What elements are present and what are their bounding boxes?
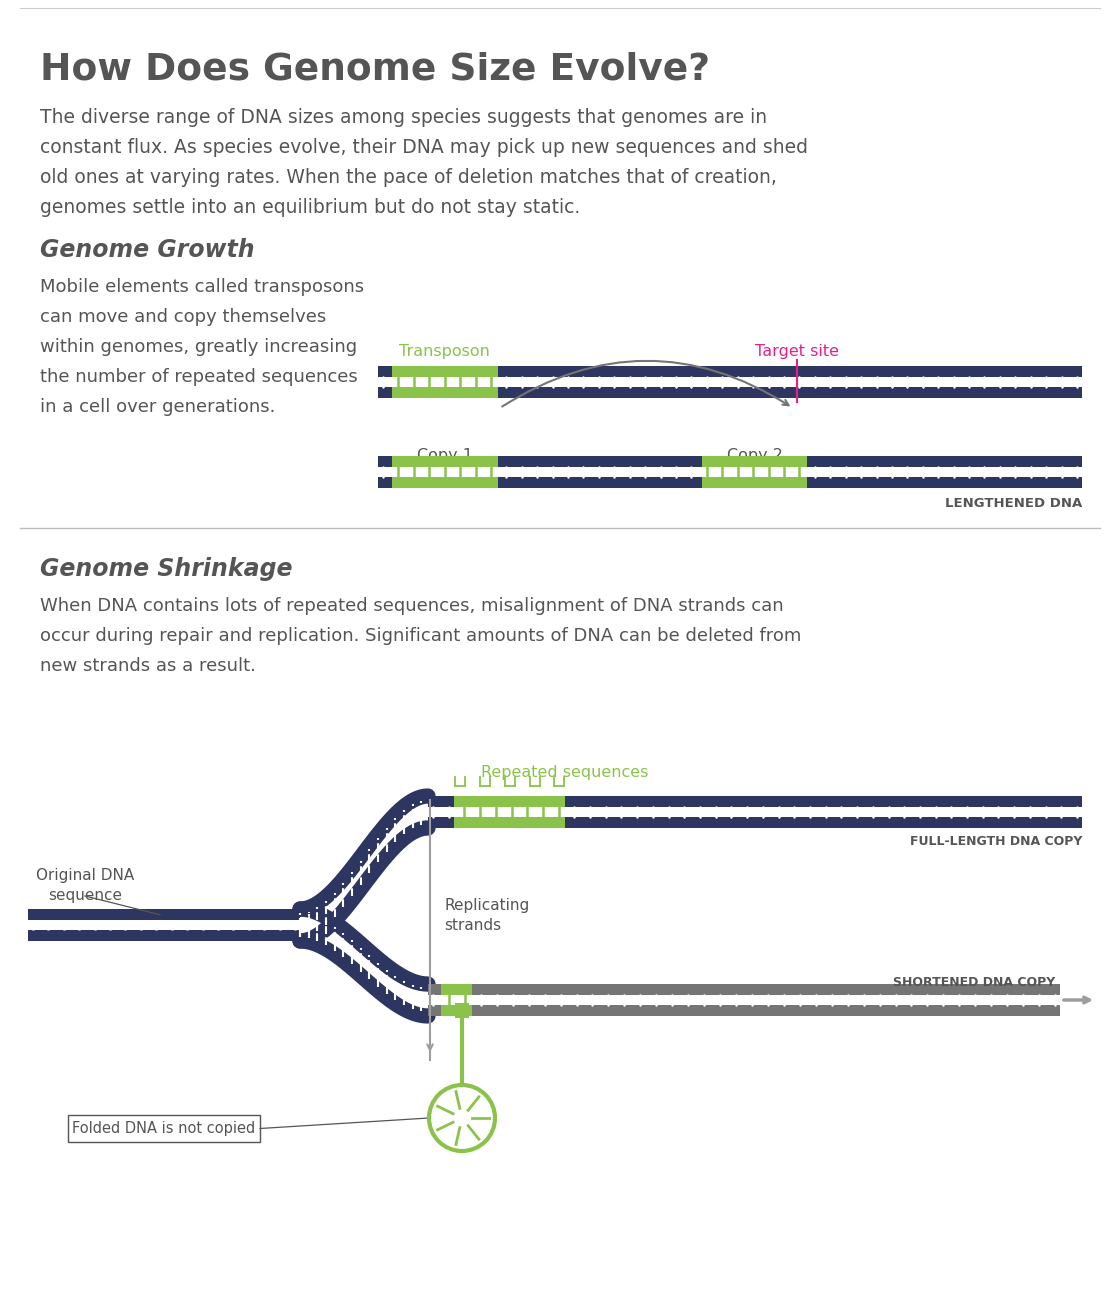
Text: occur during repair and replication. Significant amounts of DNA can be deleted f: occur during repair and replication. Sig… [40,627,802,644]
Bar [68,1115,260,1142]
Bar [28,910,300,920]
Bar [428,984,1060,996]
Bar [455,1002,469,1018]
Bar [392,477,497,488]
Text: Mobile elements called transposons: Mobile elements called transposons [40,278,364,295]
Text: SHORTENED DNA COPY: SHORTENED DNA COPY [893,976,1055,989]
Text: the number of repeated sequences: the number of repeated sequences [40,369,357,386]
Bar [428,817,1082,827]
Text: Genome Growth: Genome Growth [40,238,254,261]
Text: When DNA contains lots of repeated sequences, misalignment of DNA strands can: When DNA contains lots of repeated seque… [40,597,784,616]
Bar [377,477,1082,488]
Bar [392,456,497,468]
Bar [392,387,497,397]
Text: within genomes, greatly increasing: within genomes, greatly increasing [40,339,357,356]
Text: Folded DNA is not copied: Folded DNA is not copied [73,1121,255,1136]
Bar [455,796,566,808]
Text: The diverse range of DNA sizes among species suggests that genomes are in: The diverse range of DNA sizes among spe… [40,108,767,127]
Bar [392,366,497,378]
Bar [455,817,566,827]
Text: FULL-LENGTH DNA COPY: FULL-LENGTH DNA COPY [909,835,1082,848]
Text: Genome Shrinkage: Genome Shrinkage [40,557,292,582]
Bar [377,366,1082,378]
Text: can move and copy themselves: can move and copy themselves [40,308,326,325]
Bar [28,929,300,941]
Bar [377,456,1082,468]
Bar [428,796,1082,808]
Text: Original DNA
sequence: Original DNA sequence [36,868,134,903]
Text: Copy 1: Copy 1 [417,448,473,463]
Text: genomes settle into an equilibrium but do not stay static.: genomes settle into an equilibrium but d… [40,197,580,217]
Text: old ones at varying rates. When the pace of deletion matches that of creation,: old ones at varying rates. When the pace… [40,169,777,187]
Text: Transposon: Transposon [400,344,491,359]
Bar [702,477,808,488]
Bar [702,456,808,468]
Bar [377,387,1082,397]
Text: Replicating
strands: Replicating strands [444,898,530,933]
Text: in a cell over generations.: in a cell over generations. [40,399,276,416]
Text: Repeated sequences: Repeated sequences [482,765,648,780]
Text: How Does Genome Size Evolve?: How Does Genome Size Evolve? [40,52,710,88]
Bar [440,984,473,996]
Text: new strands as a result.: new strands as a result. [40,657,255,674]
Text: Copy 2: Copy 2 [727,448,783,463]
Text: LENGTHENED DNA: LENGTHENED DNA [945,497,1082,510]
Bar [440,1005,473,1016]
Bar [428,1005,1060,1016]
Text: constant flux. As species evolve, their DNA may pick up new sequences and shed: constant flux. As species evolve, their … [40,139,808,157]
Text: Target site: Target site [755,344,839,359]
